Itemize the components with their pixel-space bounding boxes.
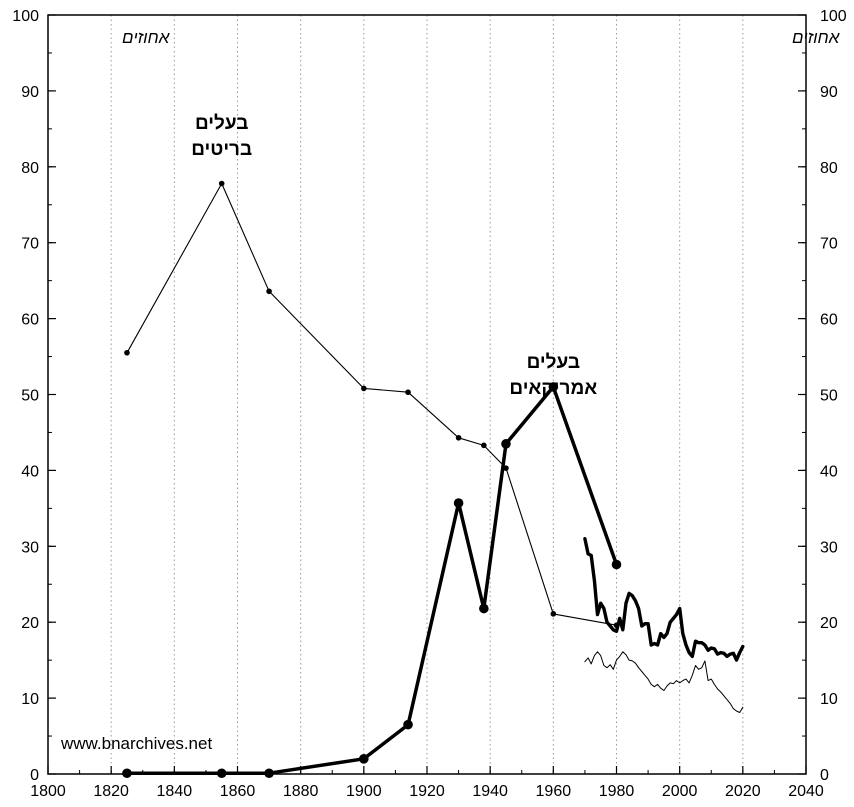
- data-point: [481, 442, 487, 449]
- data-point: [479, 603, 489, 614]
- y-tick-label-left: 100: [12, 8, 39, 25]
- source-note: www.bnarchives.net: [60, 734, 212, 753]
- y-unit-label-left: אחוזים: [122, 28, 170, 47]
- y-tick-label-left: 20: [21, 615, 39, 632]
- grid: [110, 15, 744, 774]
- data-point: [361, 385, 367, 392]
- data-point: [264, 768, 274, 779]
- plot-series: [122, 180, 745, 779]
- y-tick-label-left: 70: [21, 236, 39, 253]
- series-label: בריטים: [191, 139, 252, 160]
- x-tick-label: 1920: [409, 783, 445, 800]
- y-tick-label-right: 50: [820, 388, 838, 405]
- y-tick-label-right: 10: [820, 691, 838, 708]
- y-tick-label-right: 70: [820, 236, 838, 253]
- x-tick-label: 1820: [93, 783, 129, 800]
- data-point: [405, 389, 411, 396]
- y-tick-label-right: 80: [820, 160, 838, 177]
- data-point: [455, 434, 462, 441]
- x-tick-label: 2040: [788, 783, 824, 800]
- series-0: [124, 180, 620, 629]
- data-point: [611, 559, 622, 570]
- y-tick-label-left: 90: [21, 84, 39, 101]
- data-point: [218, 180, 225, 187]
- data-point: [216, 768, 227, 779]
- data-point: [124, 349, 130, 356]
- y-tick-label-left: 10: [21, 691, 39, 708]
- y-tick-label-right: 30: [820, 539, 838, 556]
- y-tick-label-left: 60: [21, 312, 39, 329]
- y-tick-label-left: 0: [30, 767, 39, 784]
- x-tick-label: 1980: [599, 783, 635, 800]
- series-line: [126, 182, 618, 626]
- x-tick-label: 1940: [472, 783, 508, 800]
- x-tick-label: 2020: [725, 783, 761, 800]
- data-point: [359, 754, 369, 764]
- x-tick-label: 1880: [283, 783, 319, 800]
- y-tick-label-right: 20: [820, 615, 838, 632]
- series-1: [122, 382, 622, 779]
- series-label: בעלים: [527, 352, 580, 373]
- series-line: [584, 651, 744, 713]
- x-tick-label: 1900: [346, 783, 382, 800]
- data-point: [453, 498, 464, 508]
- x-tick-label: 1840: [157, 783, 193, 800]
- y-tick-label-right: 90: [820, 84, 838, 101]
- y-tick-label-left: 40: [21, 463, 39, 480]
- y-tick-label-left: 50: [21, 388, 39, 405]
- y-unit-label-right: אחוזים: [792, 28, 840, 47]
- y-tick-label-right: 100: [820, 8, 847, 25]
- data-point: [548, 382, 559, 392]
- y-tick-label-left: 80: [21, 160, 39, 177]
- x-tick-label: 2000: [662, 783, 698, 800]
- y-tick-label-right: 0: [820, 767, 829, 784]
- series-label: אמריקאים: [509, 378, 597, 399]
- series-label: בעלים: [195, 113, 248, 134]
- data-point: [501, 439, 511, 449]
- y-tick-label-right: 60: [820, 312, 838, 329]
- y-tick-label-left: 30: [21, 539, 39, 556]
- data-point: [403, 719, 413, 730]
- plot-labels: אחוזים אחוזים www.bnarchives.net בעלים בר…: [60, 28, 840, 753]
- series-3: [584, 651, 744, 713]
- series-line: [125, 385, 619, 775]
- data-point: [266, 288, 272, 295]
- y-tick-label-right: 40: [820, 463, 838, 480]
- axes: 1800 1820 1840 1860 1880 1900 1920 1940 1960 1980…: [12, 8, 847, 800]
- series-2: [583, 537, 745, 662]
- series-line: [583, 537, 745, 662]
- data-point: [122, 768, 132, 779]
- data-point: [550, 611, 557, 617]
- x-tick-label: 1960: [536, 783, 572, 800]
- x-tick-label: 1800: [30, 783, 66, 800]
- x-tick-label: 1860: [220, 783, 256, 800]
